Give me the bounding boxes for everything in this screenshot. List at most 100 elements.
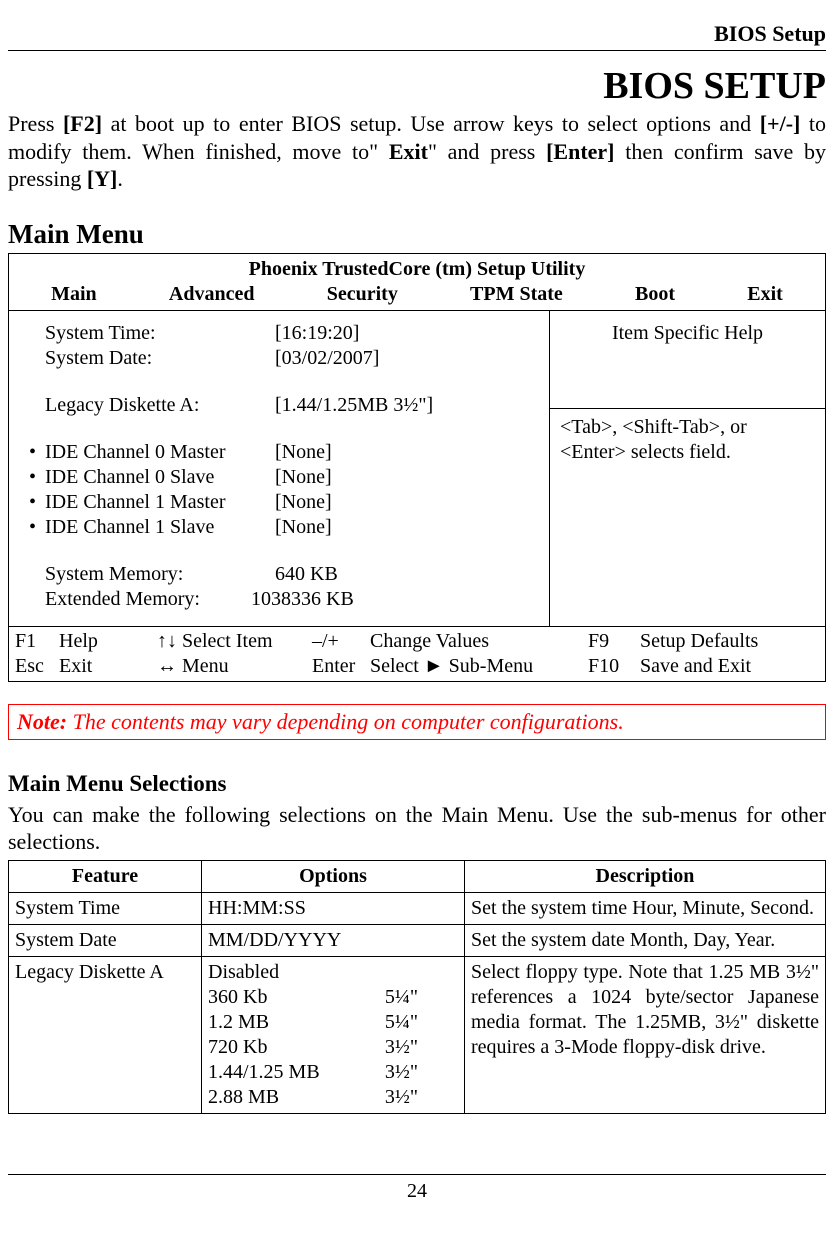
help-title: Item Specific Help [550, 311, 826, 409]
value: 640 KB [275, 562, 338, 587]
tab-boot[interactable]: Boot [623, 282, 687, 307]
opt-form: 3½" [385, 1035, 418, 1060]
field-ide0-master[interactable]: IDE Channel 0 Master [None] [45, 440, 543, 465]
field-ide1-master[interactable]: IDE Channel 1 Master [None] [45, 490, 543, 515]
value: [1.44/1.25MB 3½"] [275, 393, 433, 418]
cell-feature: System Time [9, 892, 202, 924]
col-feature: Feature [9, 860, 202, 892]
text: . [117, 166, 123, 191]
key: –/+ [312, 629, 370, 654]
label: IDE Channel 0 Slave [45, 465, 275, 490]
key-exit: Exit [389, 139, 428, 164]
key-enter: [Enter] [546, 139, 614, 164]
field-ide0-slave[interactable]: IDE Channel 0 Slave [None] [45, 465, 543, 490]
option: 1.2 MB5¼" [208, 1010, 458, 1035]
field-system-time[interactable]: System Time: [16:19:20] [45, 321, 543, 346]
value: 1038336 KB [251, 587, 354, 612]
value: [None] [275, 515, 332, 540]
bios-key-legend: F1 Help ↑↓ Select Item –/+ Change Values… [9, 627, 826, 682]
field-extended-memory: Extended Memory: 1038336 KB [45, 587, 543, 612]
option: 720 Kb 3½" [208, 1035, 458, 1060]
label: Legacy Diskette A: [45, 393, 275, 418]
page-number: 24 [407, 1180, 427, 1202]
tab-tpm-state[interactable]: TPM State [458, 282, 575, 307]
selections-intro: You can make the following selections on… [8, 801, 826, 856]
running-header: BIOS Setup [8, 20, 826, 51]
label: System Date: [45, 346, 275, 371]
value: [None] [275, 465, 332, 490]
key: F10 [588, 654, 640, 679]
text: at boot up to enter BIOS setup. Use arro… [102, 111, 760, 136]
opt-size: 2.88 MB [208, 1085, 279, 1110]
cell-options: Disabled 360 Kb 5¼" 1.2 MB5¼" 720 Kb 3½" 1… [202, 956, 465, 1113]
label: System Time: [45, 321, 275, 346]
table-row: Legacy Diskette A Disabled 360 Kb 5¼" 1.2… [9, 956, 826, 1113]
note-box: Note: The contents may vary depending on… [8, 704, 826, 740]
value: [None] [275, 440, 332, 465]
tab-advanced[interactable]: Advanced [157, 282, 267, 307]
page-title: BIOS SETUP [8, 63, 826, 111]
option: 360 Kb 5¼" [208, 985, 458, 1010]
tab-main[interactable]: Main [39, 282, 109, 307]
col-description: Description [465, 860, 826, 892]
action: ↑↓ Select Item [157, 629, 312, 654]
cell-feature: System Date [9, 924, 202, 956]
help-body: <Tab>, <Shift-Tab>, or <Enter> selects f… [550, 409, 826, 627]
main-menu-heading: Main Menu [8, 218, 826, 252]
selections-table: Feature Options Description System Time … [8, 860, 826, 1114]
key-f2: [F2] [63, 111, 102, 136]
selections-heading: Main Menu Selections [8, 770, 826, 799]
cell-feature: Legacy Diskette A [9, 956, 202, 1113]
action: Change Values [370, 629, 588, 654]
text: " and press [428, 139, 546, 164]
legend-row-1: F1 Help ↑↓ Select Item –/+ Change Values… [15, 629, 819, 654]
value: [03/02/2007] [275, 346, 379, 371]
key-plusminus: [+/-] [760, 111, 801, 136]
field-legacy-diskette[interactable]: Legacy Diskette A: [1.44/1.25MB 3½"] [45, 393, 543, 418]
field-ide1-slave[interactable]: IDE Channel 1 Slave [None] [45, 515, 543, 540]
note-text: The contents may vary depending on compu… [67, 709, 624, 734]
cell-description: Set the system date Month, Day, Year. [465, 924, 826, 956]
value: [16:19:20] [275, 321, 359, 346]
opt-size: 1.2 MB [208, 1010, 269, 1035]
key-y: [Y] [87, 166, 118, 191]
opt-size: 360 Kb [208, 985, 267, 1010]
value: [None] [275, 490, 332, 515]
bios-utility-title: Phoenix TrustedCore (tm) Setup Utility [9, 254, 826, 283]
page-footer: 24 [8, 1174, 826, 1204]
option: 1.44/1.25 MB3½" [208, 1060, 458, 1085]
action: Exit [59, 654, 157, 679]
tab-exit[interactable]: Exit [735, 282, 795, 307]
action: Help [59, 629, 157, 654]
legend-row-2: Esc Exit ↔ Menu Enter Select ► Sub-Menu … [15, 654, 819, 679]
action: Save and Exit [640, 654, 751, 679]
option: Disabled [208, 960, 458, 985]
action: ↔ Menu [157, 654, 312, 679]
note-label: Note: [17, 709, 67, 734]
action: Setup Defaults [640, 629, 758, 654]
action: Select ► Sub-Menu [370, 654, 588, 679]
cell-description: Set the system time Hour, Minute, Second… [465, 892, 826, 924]
cell-options: HH:MM:SS [202, 892, 465, 924]
opt-form: 3½" [385, 1060, 418, 1085]
intro-paragraph: Press [F2] at boot up to enter BIOS setu… [8, 110, 826, 193]
label: Extended Memory: [45, 587, 251, 612]
field-system-memory: System Memory: 640 KB [45, 562, 543, 587]
label: System Memory: [45, 562, 275, 587]
label: IDE Channel 1 Slave [45, 515, 275, 540]
label: IDE Channel 0 Master [45, 440, 275, 465]
key: Enter [312, 654, 370, 679]
cell-description: Select floppy type. Note that 1.25 MB 3½… [465, 956, 826, 1113]
field-system-date[interactable]: System Date: [03/02/2007] [45, 346, 543, 371]
option: 2.88 MB 3½" [208, 1085, 458, 1110]
table-row: System Date MM/DD/YYYY Set the system da… [9, 924, 826, 956]
opt-form: 5¼" [385, 985, 418, 1010]
cell-options: MM/DD/YYYY [202, 924, 465, 956]
key: F9 [588, 629, 640, 654]
tab-security[interactable]: Security [315, 282, 410, 307]
bios-tabs: Main Advanced Security TPM State Boot Ex… [9, 282, 825, 310]
opt-form: 3½" [385, 1085, 418, 1110]
text: Press [8, 111, 63, 136]
col-options: Options [202, 860, 465, 892]
opt-size: 720 Kb [208, 1035, 267, 1060]
